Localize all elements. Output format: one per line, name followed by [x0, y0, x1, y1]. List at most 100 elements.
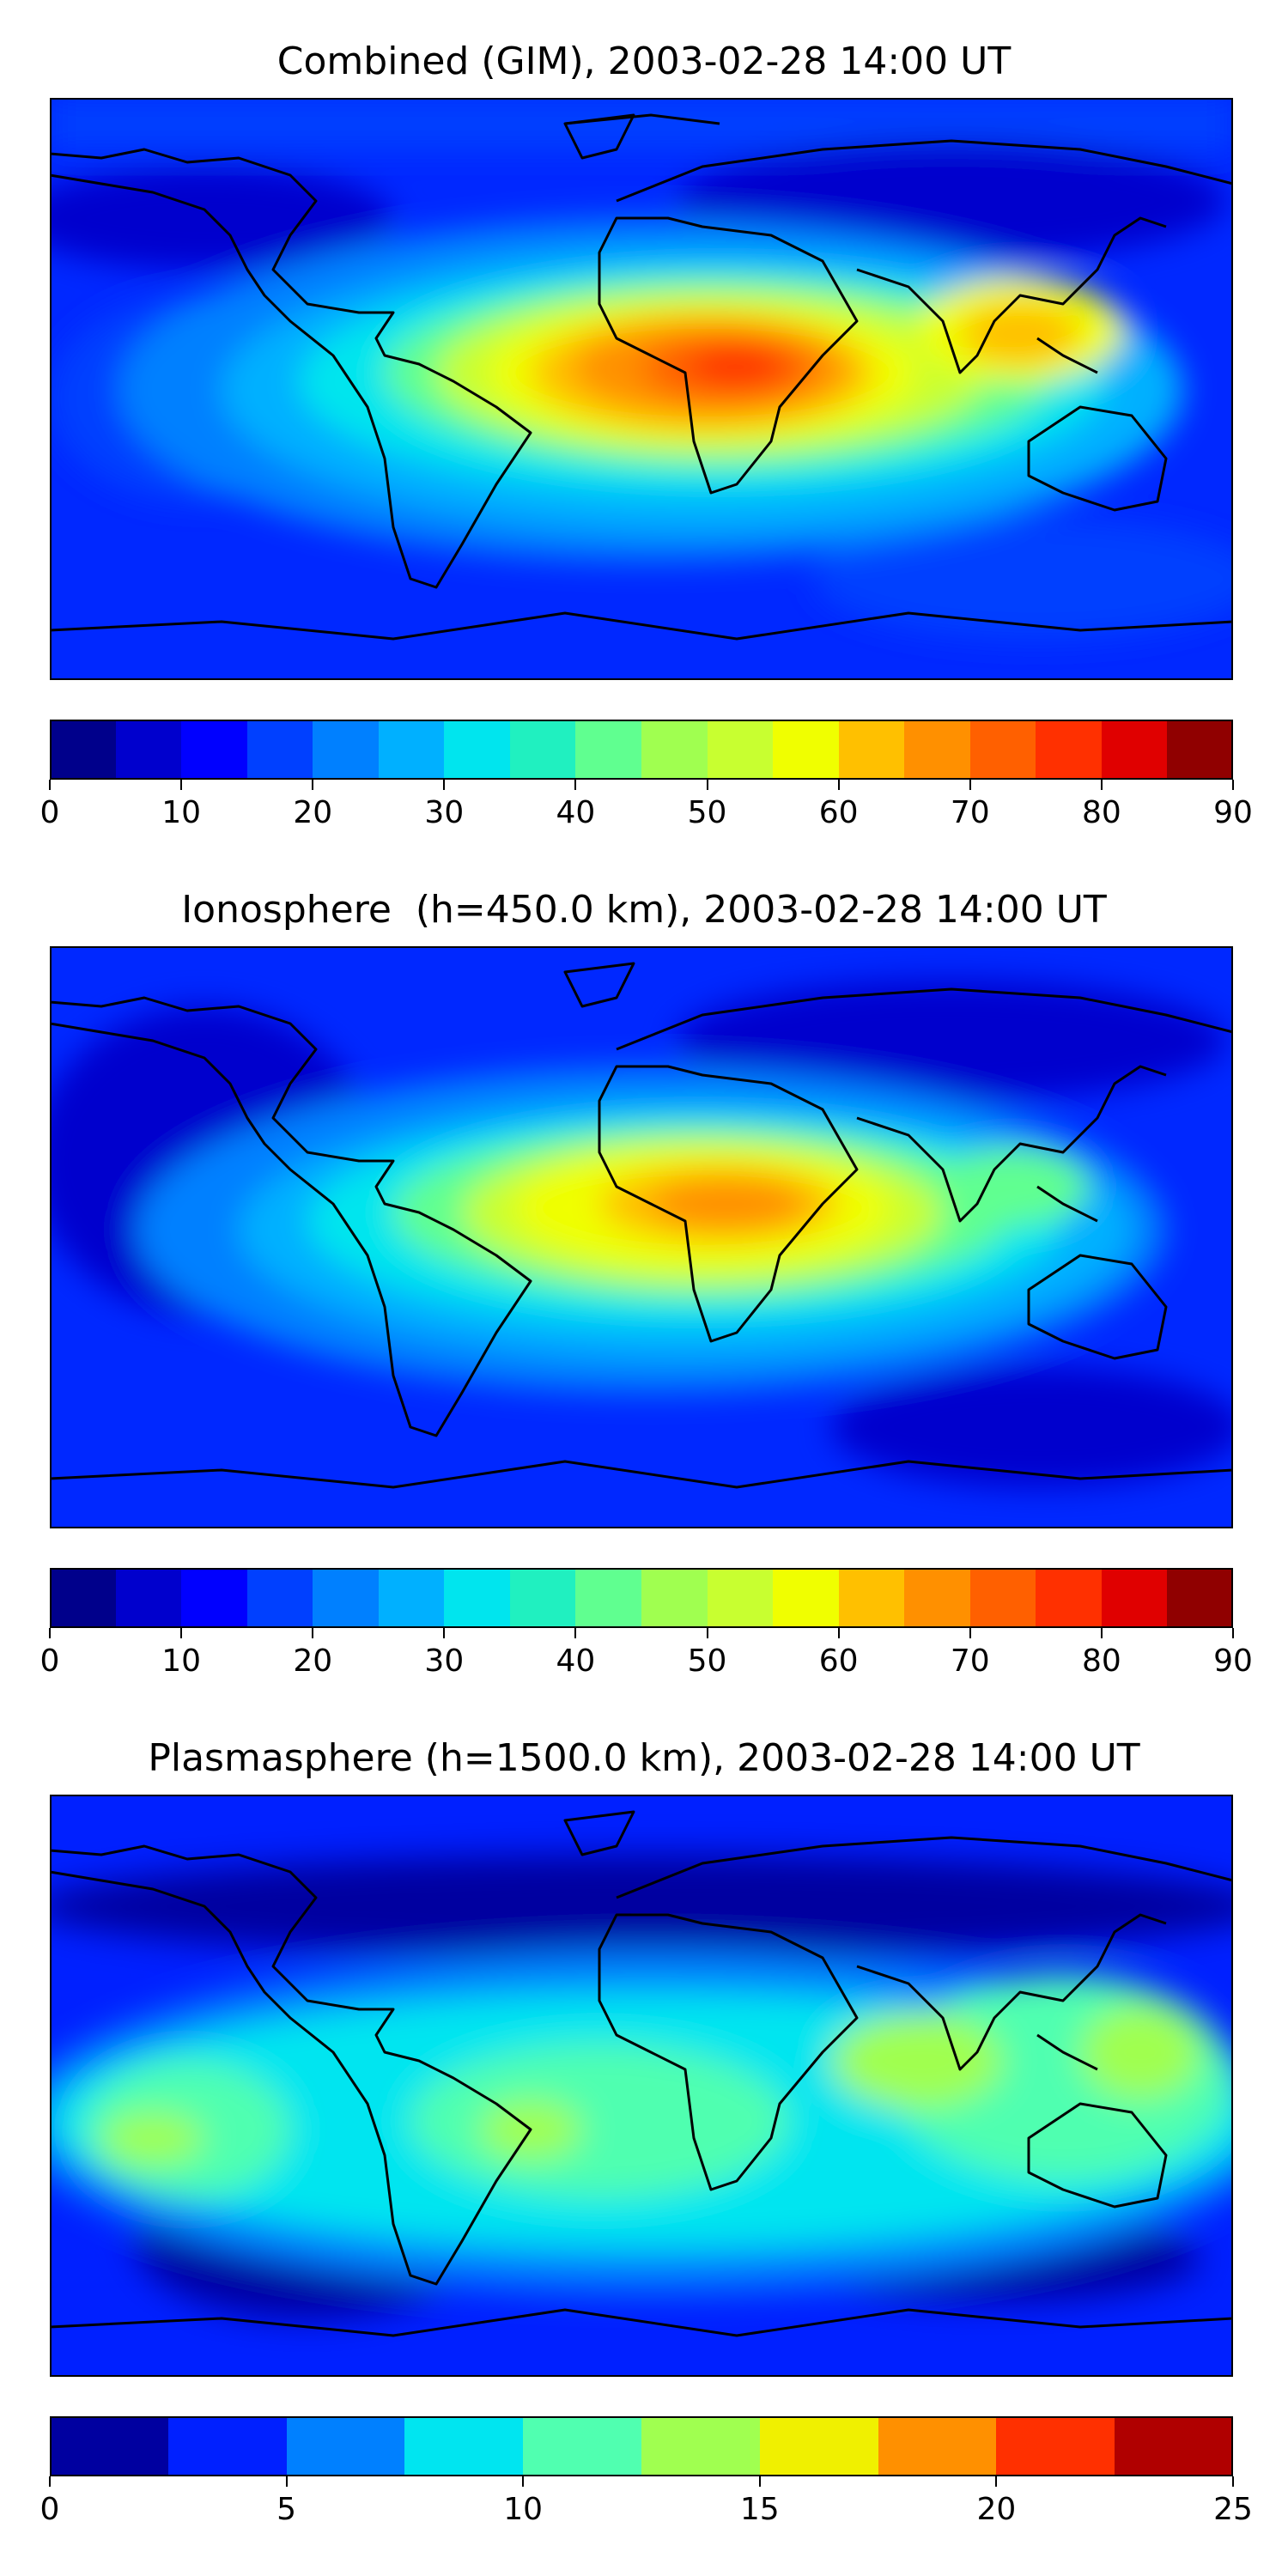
colorbar-segment	[1036, 1568, 1102, 1628]
colorbar-tick	[837, 780, 840, 790]
colorbar-tick-label: 10	[503, 2492, 544, 2527]
colorbar-segment	[773, 720, 839, 780]
colorbar-tick	[312, 780, 314, 790]
colorbar-tick-label: 80	[1081, 1643, 1121, 1679]
panel-title-plasmasphere: Plasmasphere (h=1500.0 km), 2003-02-28 1…	[148, 1736, 1140, 1780]
colorbar-tick-label: 40	[556, 795, 596, 830]
colorbar-segment	[575, 720, 641, 780]
colorbar-tick	[49, 2476, 51, 2487]
colorbar-segment	[287, 2416, 404, 2476]
colorbar-segment	[379, 1568, 444, 1628]
colorbar-segment	[379, 720, 444, 780]
colorbar-tick-label: 30	[424, 1643, 465, 1679]
colorbar-tick	[1100, 1628, 1103, 1638]
colorbar-tick	[522, 2476, 525, 2487]
colorbar-segment	[50, 720, 116, 780]
colorbar-segment	[708, 720, 773, 780]
colorbar-tick	[312, 1628, 314, 1638]
colorbar-tick-label: 70	[950, 795, 990, 830]
colorbar-tick-label: 60	[818, 795, 859, 830]
colorbar-plasmasphere	[50, 2416, 1233, 2476]
colorbar-tick	[758, 2476, 761, 2487]
colorbar-tick	[1232, 780, 1234, 790]
colorbar-segment	[1102, 720, 1167, 780]
colorbar-tick	[995, 2476, 998, 2487]
colorbar-border	[50, 720, 1233, 780]
colorbar-tick-label: 80	[1081, 795, 1121, 830]
colorbar-tick	[969, 780, 971, 790]
colorbar-tick-label: 20	[293, 795, 333, 830]
colorbar-segment	[247, 720, 313, 780]
colorbar-tick	[1100, 780, 1103, 790]
colorbar-tick	[574, 1628, 577, 1638]
colorbar-segment	[50, 2416, 168, 2476]
colorbar-tick	[180, 1628, 183, 1638]
colorbar-segment	[641, 2416, 760, 2476]
colorbar-segment	[1167, 1568, 1233, 1628]
colorbar-tick-label: 20	[293, 1643, 333, 1679]
colorbar-ticks-combined: 0 10 20 30 40 50 60 70 80 90	[40, 780, 1253, 830]
colorbar-segment	[760, 2416, 878, 2476]
colorbar-segment	[1167, 720, 1233, 780]
colorbar-tick-label: 10	[161, 1643, 202, 1679]
colorbar-segment	[1036, 720, 1102, 780]
colorbar-segment	[523, 2416, 641, 2476]
colorbar-segment	[168, 2416, 287, 2476]
colorbar-tick-label: 0	[39, 2492, 60, 2527]
colorbar-tick-label: 15	[739, 2492, 780, 2527]
colorbar-ionosphere	[50, 1568, 1233, 1628]
colorbar-tick	[49, 1628, 51, 1638]
colorbar-tick	[837, 1628, 840, 1638]
colorbar-segment	[1115, 2416, 1233, 2476]
colorbar-segment	[996, 2416, 1115, 2476]
colorbar-segment	[404, 2416, 523, 2476]
colorbar-segment	[904, 720, 970, 780]
colorbar-segment	[970, 720, 1036, 780]
colorbar-tick	[443, 1628, 446, 1638]
colorbar-tick-label: 0	[39, 1643, 60, 1679]
colorbar-tick	[285, 2476, 288, 2487]
colorbar-tick-label: 90	[1213, 795, 1253, 830]
colorbar-segment	[444, 1568, 510, 1628]
colorbar-ticks-plasmasphere: 0 5 10 15 20 25	[40, 2476, 1253, 2527]
colorbar-tick	[706, 1628, 708, 1638]
colorbar-tick	[706, 780, 708, 790]
colorbar-segment	[773, 1568, 839, 1628]
colorbar-segment	[839, 1568, 904, 1628]
map-plasmasphere	[50, 1795, 1233, 2377]
colorbar-tick	[443, 780, 446, 790]
colorbar-segment	[839, 720, 904, 780]
colorbar-tick-label: 0	[39, 795, 60, 830]
colorbar-tick-label: 25	[1213, 2492, 1253, 2527]
colorbar-segment	[116, 720, 181, 780]
colorbar-tick-label: 30	[424, 795, 465, 830]
colorbar-segment	[313, 1568, 379, 1628]
colorbar-tick	[49, 780, 51, 790]
colorbar-border	[50, 1568, 1233, 1628]
colorbar-tick-label: 40	[556, 1643, 596, 1679]
colorbar-tick	[1232, 1628, 1234, 1638]
colorbar-tick-label: 90	[1213, 1643, 1253, 1679]
colorbar-tick	[969, 1628, 971, 1638]
colorbar-tick-label: 5	[276, 2492, 297, 2527]
colorbar-ticks-ionosphere: 0 10 20 30 40 50 60 70 80 90	[40, 1628, 1253, 1679]
panel-title-combined: Combined (GIM), 2003-02-28 14:00 UT	[276, 39, 1012, 83]
colorbar-tick-label: 50	[687, 795, 727, 830]
colorbar-segment	[50, 1568, 116, 1628]
colorbar-segment	[878, 2416, 996, 2476]
colorbar-border	[50, 2416, 1233, 2476]
colorbar-tick	[180, 780, 183, 790]
colorbar-tick-label: 60	[818, 1643, 859, 1679]
colorbar-segment	[904, 1568, 970, 1628]
colorbar-tick-label: 10	[161, 795, 202, 830]
colorbar-segment	[641, 720, 708, 780]
colorbar-tick	[574, 780, 577, 790]
colorbar-tick-label: 20	[976, 2492, 1017, 2527]
colorbar-segment	[444, 720, 510, 780]
colorbar-segment	[510, 1568, 575, 1628]
map-combined	[50, 98, 1233, 680]
colorbar-segment	[247, 1568, 313, 1628]
colorbar-segment	[575, 1568, 641, 1628]
colorbar-combined	[50, 720, 1233, 780]
colorbar-segment	[510, 720, 575, 780]
